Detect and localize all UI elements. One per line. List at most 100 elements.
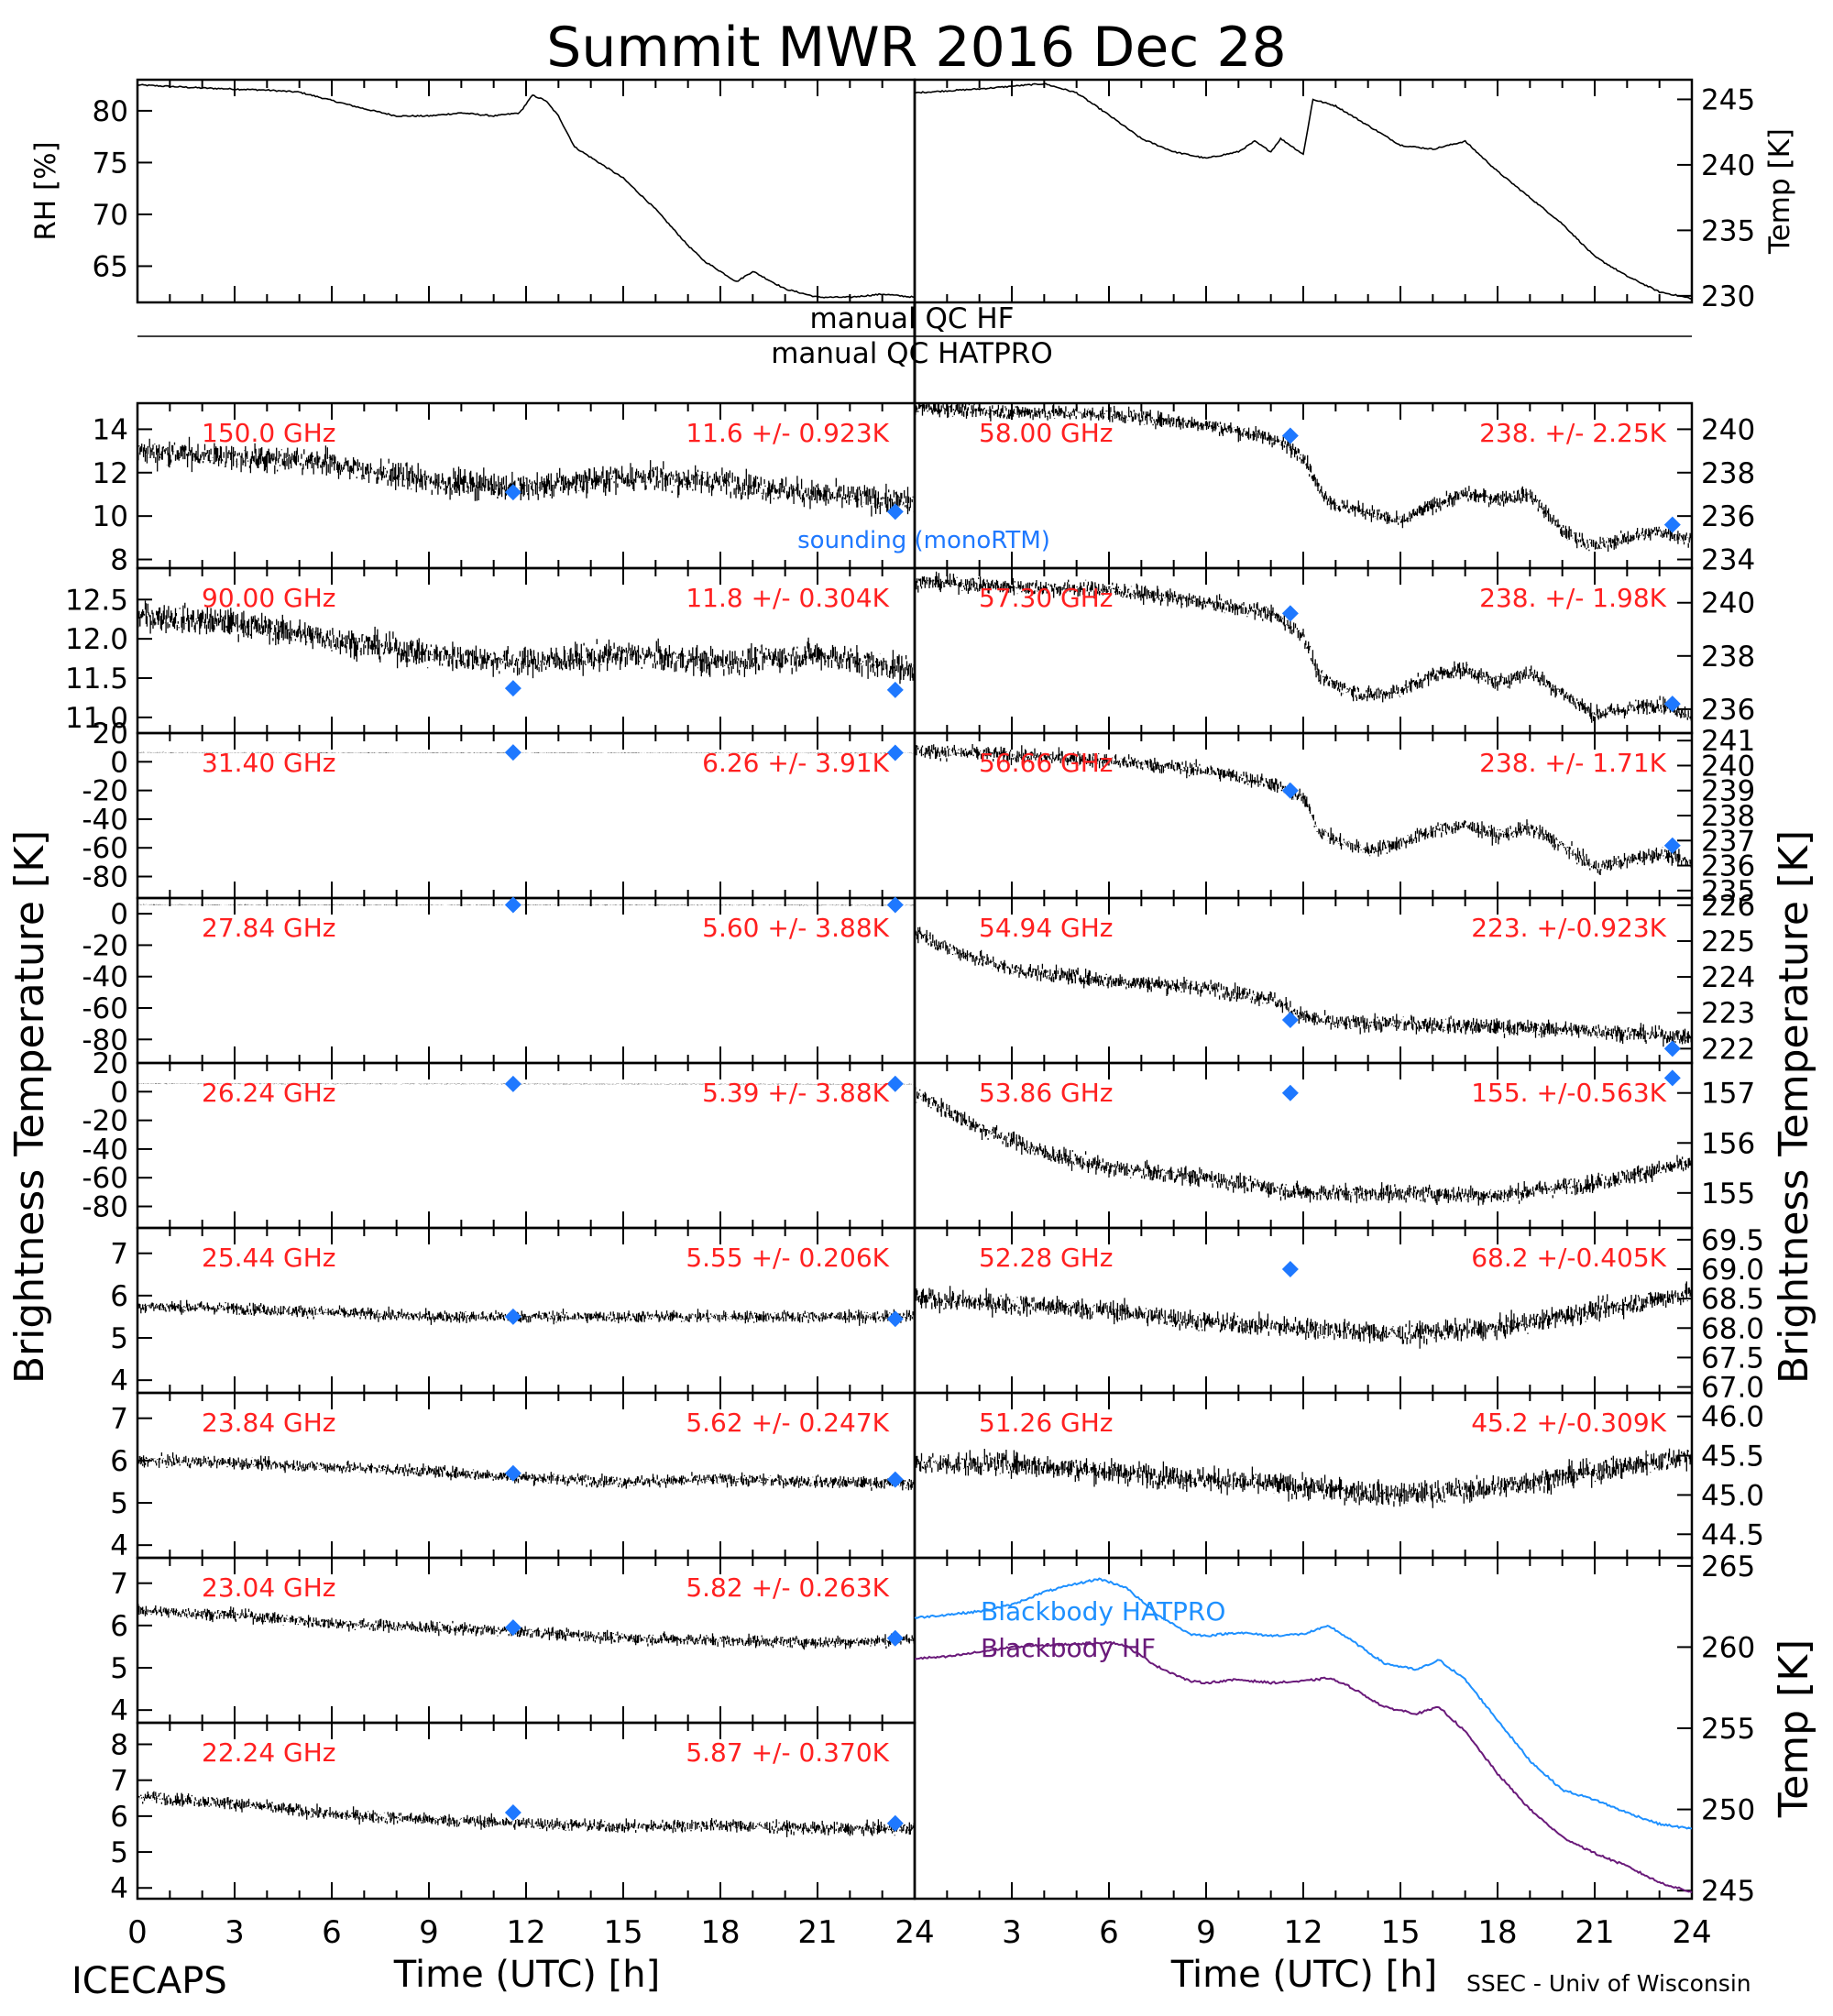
sounding-marker <box>504 744 521 761</box>
left-bt-panel-3-freq-label: 27.84 GHz <box>202 913 336 943</box>
y-tick-label: 69.5 <box>1701 1224 1764 1257</box>
right-bt-panel-0-trace <box>914 403 1692 552</box>
y-tick-label: 226 <box>1701 890 1755 923</box>
sounding-marker <box>886 1310 904 1328</box>
left-bt-panel-8-trace <box>137 1791 915 1837</box>
left-bt-panel-5-freq-label: 25.44 GHz <box>202 1243 336 1273</box>
sounding-marker <box>1281 1261 1299 1277</box>
sounding-marker <box>1281 427 1299 444</box>
right-bt-panel-6-trace <box>914 1448 1692 1508</box>
y-tick-label: 6 <box>110 1280 128 1313</box>
sounding-marker <box>1663 516 1681 533</box>
y-tick-label: 10 <box>93 500 128 533</box>
y-tick-label: 69.0 <box>1701 1254 1764 1287</box>
x-tick-label: 3 <box>1002 1914 1022 1951</box>
sounding-marker <box>504 1619 521 1637</box>
sounding-marker <box>886 1629 904 1647</box>
y-tick-label: -80 <box>82 861 128 894</box>
sounding-marker <box>504 896 521 914</box>
sounding-legend: sounding (monoRTM) <box>797 527 1050 554</box>
sounding-marker <box>504 1803 521 1821</box>
y-tick-label: 67.0 <box>1701 1372 1764 1405</box>
y-tick-label: 250 <box>1701 1794 1755 1827</box>
y-tick-label: -80 <box>82 1024 128 1057</box>
left-bt-panel-5-stats-label: 5.55 +/- 0.206K <box>686 1243 889 1273</box>
y-tick-label: 224 <box>1701 961 1755 994</box>
x-axis-label-right: Time (UTC) [h] <box>1170 1954 1437 1996</box>
rh-panel-line <box>137 83 916 299</box>
y-tick-label: 0 <box>110 746 128 779</box>
x-tick-label: 24 <box>895 1914 934 1951</box>
x-tick-label: 6 <box>1099 1914 1119 1951</box>
y-tick-label: 239 <box>1701 775 1755 808</box>
y-tick-label: 7 <box>110 1568 128 1601</box>
y-tick-label: 75 <box>93 147 128 180</box>
right-bt-panel-4-stats-label: 155. +/-0.563K <box>1471 1078 1666 1108</box>
left-bt-panel-6-trace <box>137 1452 915 1491</box>
sounding-marker <box>886 744 904 761</box>
left-bt-panel-0-frame: 8 10 12 14 150.0 GHz 11.6 +/- 0.923K <box>93 401 916 577</box>
sounding-marker <box>1281 605 1299 622</box>
y-tick-label: 68.5 <box>1701 1283 1764 1316</box>
right-bt-panel-0-frame: 234 236 238 240 58.00 GHz 238. +/- 2.25K <box>913 401 1755 577</box>
y-tick-label: 7 <box>110 1238 128 1271</box>
right-bt-panel-5-frame: 67.067.568.068.569.069.5 52.28 GHz 68.2 +/… <box>913 1224 1764 1405</box>
y-tick-label: 4 <box>110 1872 128 1905</box>
sounding-marker <box>886 503 904 520</box>
sounding-marker <box>1281 1012 1299 1029</box>
legend-bb-hatpro: Blackbody HATPRO <box>981 1596 1225 1627</box>
y-tick-label: -60 <box>82 1162 128 1195</box>
right-bt-panel-6-freq-label: 51.26 GHz <box>979 1408 1114 1438</box>
left-bt-panel-0-trace <box>137 436 915 517</box>
y-tick-label: 12.5 <box>65 584 128 617</box>
right-bt-panel-0-freq-label: 58.00 GHz <box>979 418 1114 448</box>
sounding-marker <box>1663 696 1681 713</box>
left-bt-panel-4-stats-label: 5.39 +/- 3.88K <box>702 1078 889 1108</box>
x-tick-label: 15 <box>603 1914 642 1951</box>
left-bt-panel-1-trace <box>137 600 915 685</box>
right-bt-panel-3-stats-label: 223. +/-0.923K <box>1471 913 1666 943</box>
temp-panel-ylabel: Temp [K] <box>1763 128 1796 255</box>
left-bt-panel-0-freq-label: 150.0 GHz <box>202 418 336 448</box>
x-tick-label: 12 <box>506 1914 545 1951</box>
sounding-marker <box>1663 837 1681 854</box>
blackbody-line-0 <box>914 1577 1693 1830</box>
y-tick-label: 260 <box>1701 1631 1755 1664</box>
y-tick-label: 230 <box>1701 280 1755 313</box>
y-tick-label: 240 <box>1701 587 1755 620</box>
y-tick-label: 223 <box>1701 997 1755 1030</box>
y-tick-label: 222 <box>1701 1033 1755 1066</box>
x-tick-label: 9 <box>1196 1914 1216 1951</box>
left-bt-panel-4-frame: 200-20-40-60-80 26.24 GHz 5.39 +/- 3.88K <box>82 1047 916 1230</box>
y-tick-label: 70 <box>93 199 128 232</box>
y-tick-label: 7 <box>110 1765 128 1798</box>
y-tick-label: 157 <box>1701 1078 1755 1111</box>
y-tick-label: -40 <box>82 804 128 837</box>
y-tick-label: -20 <box>82 1105 128 1138</box>
sounding-marker <box>886 1075 904 1092</box>
y-tick-label: 237 <box>1701 825 1755 858</box>
y-tick-label: -20 <box>82 775 128 808</box>
y-tick-label: 240 <box>1701 149 1755 182</box>
y-tick-label: 8 <box>110 1729 128 1762</box>
x-tick-label: 24 <box>1672 1914 1711 1951</box>
y-tick-label: 241 <box>1701 725 1755 758</box>
y-tick-label: 5 <box>110 1487 128 1520</box>
y-tick-label: 238 <box>1701 457 1755 490</box>
right-bt-panel-5-stats-label: 68.2 +/-0.405K <box>1471 1243 1666 1273</box>
sounding-marker <box>886 681 904 698</box>
y-tick-label: 236 <box>1701 500 1755 533</box>
left-bt-panel-6-freq-label: 23.84 GHz <box>202 1408 336 1438</box>
right-bt-panel-2-trace <box>914 744 1692 875</box>
sounding-marker <box>886 1814 904 1832</box>
sounding-marker <box>504 1075 521 1092</box>
right-bt-panel-4-frame: 155 156 157 53.86 GHz 155. +/-0.563K <box>913 1061 1755 1230</box>
left-bt-panel-5-frame: 4 5 6 7 25.44 GHz 5.55 +/- 0.206K <box>110 1226 916 1397</box>
y-tick-label: 6 <box>110 1610 128 1643</box>
y-tick-label: 6 <box>110 1801 128 1834</box>
right-bt-panel-4-trace <box>914 1087 1692 1206</box>
y-tick-label: 65 <box>93 250 128 283</box>
right-ylabel: Brightness Temperature [K] <box>1771 830 1817 1384</box>
